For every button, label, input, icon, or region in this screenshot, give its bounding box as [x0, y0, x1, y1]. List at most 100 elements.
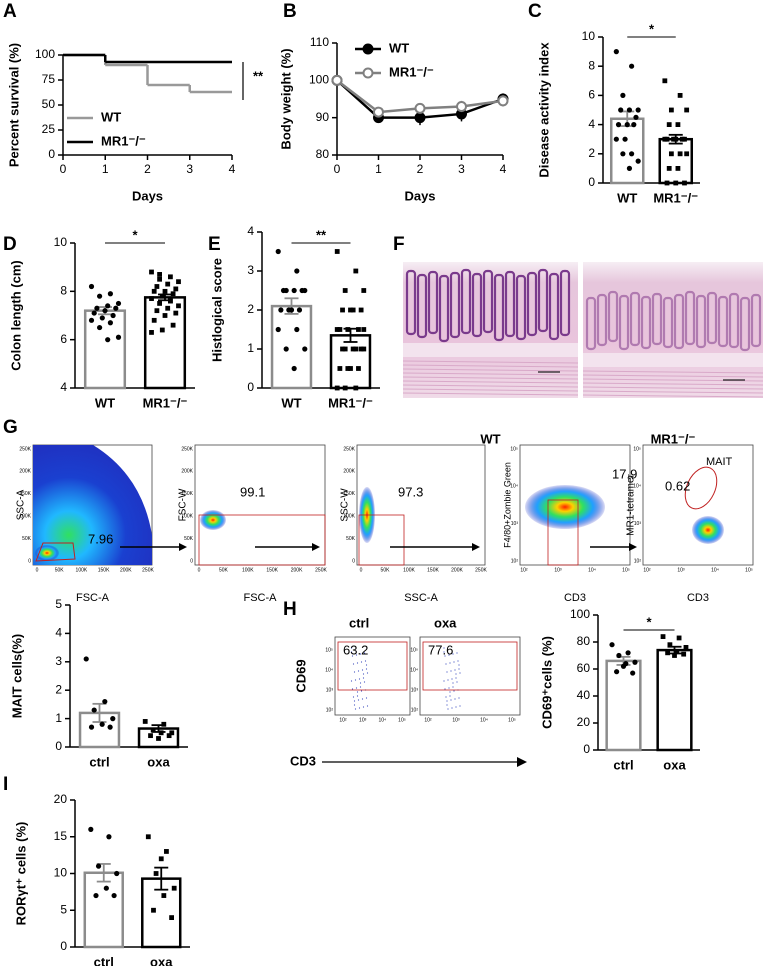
bar: [329, 334, 372, 390]
data-point: [334, 249, 340, 254]
marker: [456, 100, 467, 112]
flow-y-tick: 10⁴: [325, 667, 333, 673]
y-tick-label: 0: [583, 742, 590, 756]
event-dot: [453, 661, 455, 663]
significance-label: *: [649, 21, 655, 36]
data-point: [664, 180, 670, 186]
data-point: [299, 287, 305, 294]
category-label: oxa: [147, 754, 170, 769]
y-tick-label: 4: [247, 224, 254, 238]
arrow-head: [179, 543, 187, 551]
event-dot: [362, 677, 365, 679]
data-point: [113, 305, 119, 311]
y-tick-label: 80: [316, 147, 330, 161]
event-dot: [360, 690, 363, 692]
flow-y-tick: 0: [28, 558, 31, 564]
flow-x-tick: 10²: [339, 717, 347, 723]
y-tick-label: 50: [42, 97, 56, 111]
y-axis-label: MAIT cells(%): [9, 634, 24, 719]
crypt: [405, 269, 417, 336]
data-point: [173, 286, 179, 292]
gate-value: 97.3: [398, 484, 423, 499]
data-point: [635, 107, 641, 113]
data-point: [159, 327, 165, 333]
data-point: [358, 346, 364, 352]
event-dot: [360, 661, 363, 663]
flow-y-tick: 10²: [326, 707, 334, 713]
flow-y-tick: 10⁵: [510, 446, 518, 452]
flow-plot-frame: [419, 636, 521, 716]
category-label: MR1⁻/⁻: [328, 395, 373, 410]
data-point: [662, 78, 668, 84]
event-dot: [350, 651, 353, 653]
data-point: [170, 291, 176, 297]
crypt: [673, 293, 685, 350]
gate: [684, 466, 718, 510]
x-axis-label: Days: [404, 188, 435, 203]
submucosa: [583, 353, 763, 367]
x-tick-label: 3: [458, 162, 465, 176]
event-dot: [353, 671, 356, 673]
data-point: [622, 136, 628, 142]
flow-y-tick: 100K: [19, 514, 31, 520]
event-dot: [455, 673, 457, 675]
legend-marker: [362, 43, 374, 55]
significance-label: *: [132, 227, 138, 242]
flow-x-tick: 10²: [643, 567, 651, 573]
gate: [198, 514, 326, 566]
crypt: [651, 292, 663, 346]
muscle-fiber: [582, 394, 764, 398]
flow-y-tick: 150K: [343, 491, 355, 497]
flow-x-tick: 200K: [451, 567, 463, 573]
bar: [609, 117, 645, 185]
flow-y-tick: 10⁴: [410, 667, 418, 673]
density-cloud: [200, 510, 226, 530]
muscle-fiber: [582, 386, 764, 390]
y-axis-label: Disease activity index: [536, 42, 551, 178]
data-point: [88, 317, 95, 323]
data-point: [353, 346, 359, 352]
data-point: [353, 268, 359, 274]
flow-y-tick: 10⁵: [633, 446, 641, 452]
x-tick-label: 4: [229, 162, 236, 176]
crypt: [559, 269, 571, 337]
event-dot: [364, 660, 367, 662]
data-point: [168, 274, 173, 280]
flow-x-tick: 10⁴: [480, 717, 488, 723]
data-point: [161, 721, 167, 727]
data-point: [615, 122, 622, 128]
arrow-head: [312, 543, 320, 551]
data-point: [111, 892, 117, 899]
data-point: [149, 296, 154, 301]
event-dot: [444, 688, 446, 690]
data-point: [275, 248, 281, 255]
gate-name: MAIT: [706, 456, 733, 468]
data-point: [337, 366, 343, 371]
category-label: WT: [95, 395, 115, 410]
event-dot: [446, 704, 448, 706]
data-point: [154, 284, 160, 289]
x-tick-label: 4: [500, 162, 507, 176]
data-point: [635, 158, 641, 164]
data-point: [169, 915, 174, 920]
event-dot: [458, 668, 460, 670]
y-tick-label: 5: [60, 902, 67, 916]
flow-x-tick: 10³: [452, 717, 460, 723]
y-tick-label: 1: [55, 711, 62, 725]
muscle-fiber: [402, 380, 579, 384]
data-point: [681, 651, 687, 657]
flow-x-tick: 10²: [424, 717, 432, 723]
flow-x-tick: 0: [36, 567, 39, 573]
data-point: [157, 272, 162, 277]
event-dot: [456, 652, 458, 654]
y-tick-label: 2: [588, 146, 595, 160]
flow-x-label: FSC-A: [244, 592, 278, 604]
y-tick-label: 1: [247, 341, 254, 355]
y-tick-label: 100: [309, 73, 329, 87]
y-axis-label: RORγt⁺ cells (%): [13, 822, 28, 926]
data-point: [668, 151, 674, 157]
data-point: [157, 301, 162, 306]
data-point: [97, 324, 103, 331]
flow-y-tick: 10²: [634, 558, 642, 564]
flow-x-label: SSC-A: [404, 592, 438, 604]
